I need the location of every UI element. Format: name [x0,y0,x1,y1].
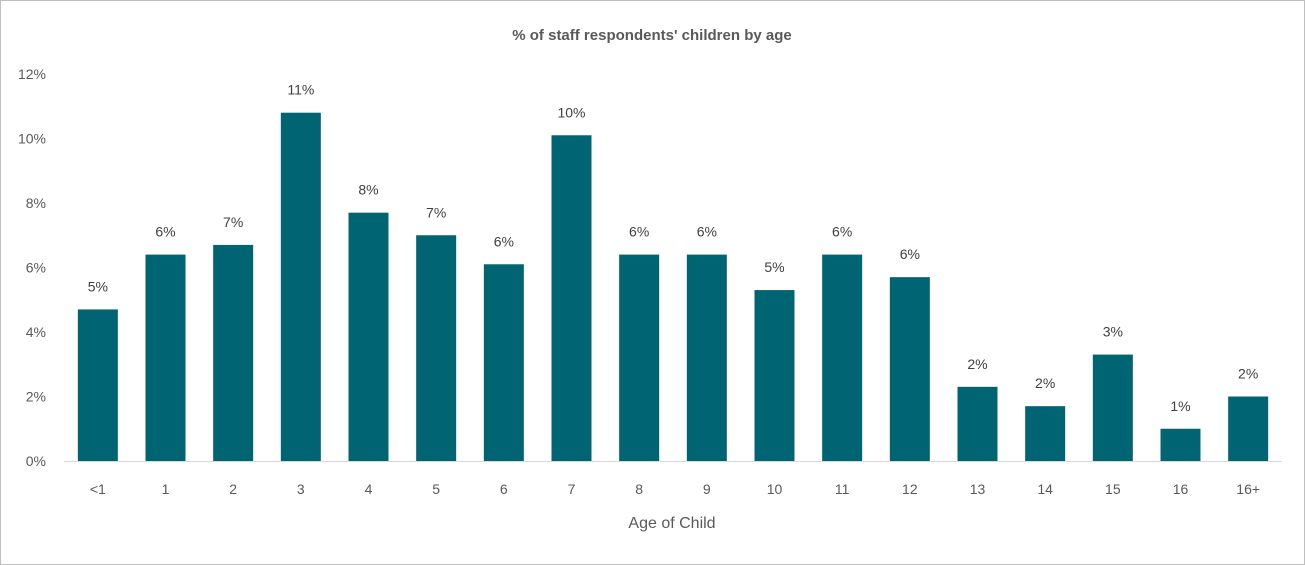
y-tick-label: 2% [26,389,46,405]
bar [280,112,321,461]
data-label: 5% [88,278,108,294]
data-label: 2% [1238,366,1258,382]
bar [1160,428,1201,461]
x-tick-label: 10 [767,481,783,497]
x-tick-label: 11 [835,481,850,497]
x-axis-ticks: <1 1 2 3 4 5 6 7 8 9 10 11 12 13 14 15 16 16+ [90,481,1260,497]
data-label: 1% [1170,398,1190,414]
bar [619,254,660,461]
x-tick-label: 14 [1037,481,1053,497]
x-tick-label: 8 [635,481,643,497]
x-tick-label: 12 [902,481,918,497]
bar [483,264,524,461]
data-label: 7% [426,204,446,220]
x-tick-label: 2 [229,481,237,497]
bar [1092,354,1133,461]
x-tick-label: 16+ [1236,481,1260,497]
data-label: 8% [358,182,378,198]
bar [416,235,457,461]
data-labels-group: 5% 6% 7% 11% 8% 7% 6% 10% 6% 6% 5% 6% 6% 2% 2% 3% 1% 2% [88,82,1259,414]
bars-group [77,112,1269,461]
data-label: 5% [764,259,784,275]
bar [348,212,389,461]
x-tick-label: <1 [90,481,106,497]
bar [754,290,795,461]
bar [686,254,727,461]
x-tick-label: 3 [297,481,305,497]
y-tick-label: 12% [18,66,46,82]
bar [213,244,254,461]
bar [1025,406,1066,461]
data-label: 6% [697,224,717,240]
bar [77,309,118,461]
bar [957,386,998,461]
data-label: 2% [967,356,987,372]
y-axis-ticks: 0% 2% 4% 6% 8% 10% 12% [18,66,46,469]
bar [551,135,592,461]
data-label: 6% [900,246,920,262]
x-tick-label: 5 [432,481,440,497]
data-label: 6% [155,224,175,240]
bar [889,277,930,461]
y-tick-label: 8% [26,195,46,211]
data-label: 3% [1103,324,1123,340]
data-label: 7% [223,214,243,230]
x-tick-label: 6 [500,481,508,497]
x-tick-label: 15 [1105,481,1121,497]
x-tick-label: 7 [568,481,576,497]
y-tick-label: 10% [18,131,46,147]
data-label: 6% [629,224,649,240]
data-label: 2% [1035,375,1055,391]
x-tick-label: 13 [970,481,986,497]
x-tick-label: 9 [703,481,711,497]
bar [822,254,863,461]
y-tick-label: 4% [26,324,46,340]
x-tick-label: 1 [162,481,170,497]
data-label: 6% [494,233,514,249]
x-tick-label: 4 [365,481,373,497]
bar [1228,396,1269,461]
y-tick-label: 0% [26,453,46,469]
data-label: 11% [287,82,314,98]
bar [145,254,186,461]
y-tick-label: 6% [26,260,46,276]
data-label: 10% [557,104,585,120]
data-label: 6% [832,224,852,240]
x-tick-label: 16 [1173,481,1189,497]
chart-title: % of staff respondents' children by age [512,27,791,44]
x-axis-title: Age of Child [628,515,715,532]
